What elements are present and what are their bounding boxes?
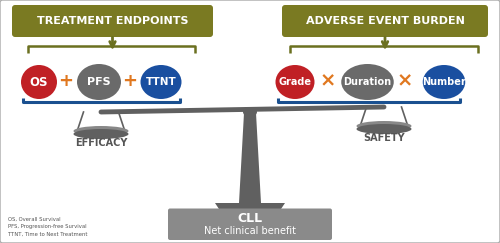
Text: CLL: CLL bbox=[238, 211, 262, 225]
Text: Net clinical benefit: Net clinical benefit bbox=[204, 226, 296, 235]
Text: TREATMENT ENDPOINTS: TREATMENT ENDPOINTS bbox=[37, 16, 188, 26]
Ellipse shape bbox=[423, 65, 466, 99]
Ellipse shape bbox=[140, 65, 181, 99]
Text: ADVERSE EVENT BURDEN: ADVERSE EVENT BURDEN bbox=[306, 16, 464, 26]
Text: Number: Number bbox=[422, 77, 466, 87]
Text: OS: OS bbox=[30, 76, 48, 88]
Ellipse shape bbox=[74, 126, 128, 136]
Text: ×: × bbox=[320, 71, 336, 90]
Text: +: + bbox=[58, 71, 74, 89]
FancyBboxPatch shape bbox=[168, 208, 332, 240]
Text: +: + bbox=[122, 71, 138, 89]
Text: TTNT: TTNT bbox=[146, 77, 176, 87]
Polygon shape bbox=[202, 210, 298, 217]
Text: Duration: Duration bbox=[344, 77, 392, 87]
Text: PFS: PFS bbox=[87, 77, 111, 87]
Ellipse shape bbox=[21, 65, 57, 99]
Ellipse shape bbox=[77, 64, 121, 100]
Text: SAFETY: SAFETY bbox=[363, 133, 405, 143]
Ellipse shape bbox=[356, 124, 412, 134]
Ellipse shape bbox=[276, 65, 314, 99]
Ellipse shape bbox=[74, 129, 128, 139]
Text: ×: × bbox=[397, 71, 413, 90]
Text: Grade: Grade bbox=[278, 77, 312, 87]
Ellipse shape bbox=[341, 64, 394, 100]
FancyBboxPatch shape bbox=[282, 5, 488, 37]
Ellipse shape bbox=[243, 107, 257, 117]
Ellipse shape bbox=[356, 121, 412, 131]
Text: OS, Overall Survival
PFS, Progression-free Survival
TTNT, Time to Next Treatment: OS, Overall Survival PFS, Progression-fr… bbox=[8, 217, 87, 237]
FancyBboxPatch shape bbox=[12, 5, 213, 37]
Polygon shape bbox=[215, 203, 285, 210]
Polygon shape bbox=[239, 113, 261, 203]
Text: EFFICACY: EFFICACY bbox=[75, 138, 127, 148]
